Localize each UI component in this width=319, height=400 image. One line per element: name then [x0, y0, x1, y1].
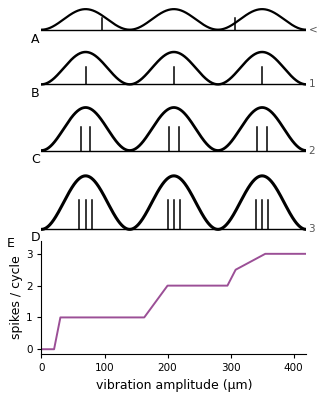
Text: 1 spike / cycle: 1 spike / cycle: [309, 79, 319, 89]
Y-axis label: spikes / cycle: spikes / cycle: [10, 256, 23, 340]
X-axis label: vibration amplitude (μm): vibration amplitude (μm): [96, 378, 252, 392]
Text: C: C: [31, 153, 40, 166]
Text: 3 spikes / cycle: 3 spikes / cycle: [309, 224, 319, 234]
Text: A: A: [31, 33, 39, 46]
Text: B: B: [31, 87, 40, 100]
Text: D: D: [31, 231, 41, 244]
Text: 2 spikes / cycle: 2 spikes / cycle: [309, 146, 319, 156]
Text: <1 spike / cycle: <1 spike / cycle: [309, 25, 319, 35]
Text: E: E: [7, 236, 15, 250]
